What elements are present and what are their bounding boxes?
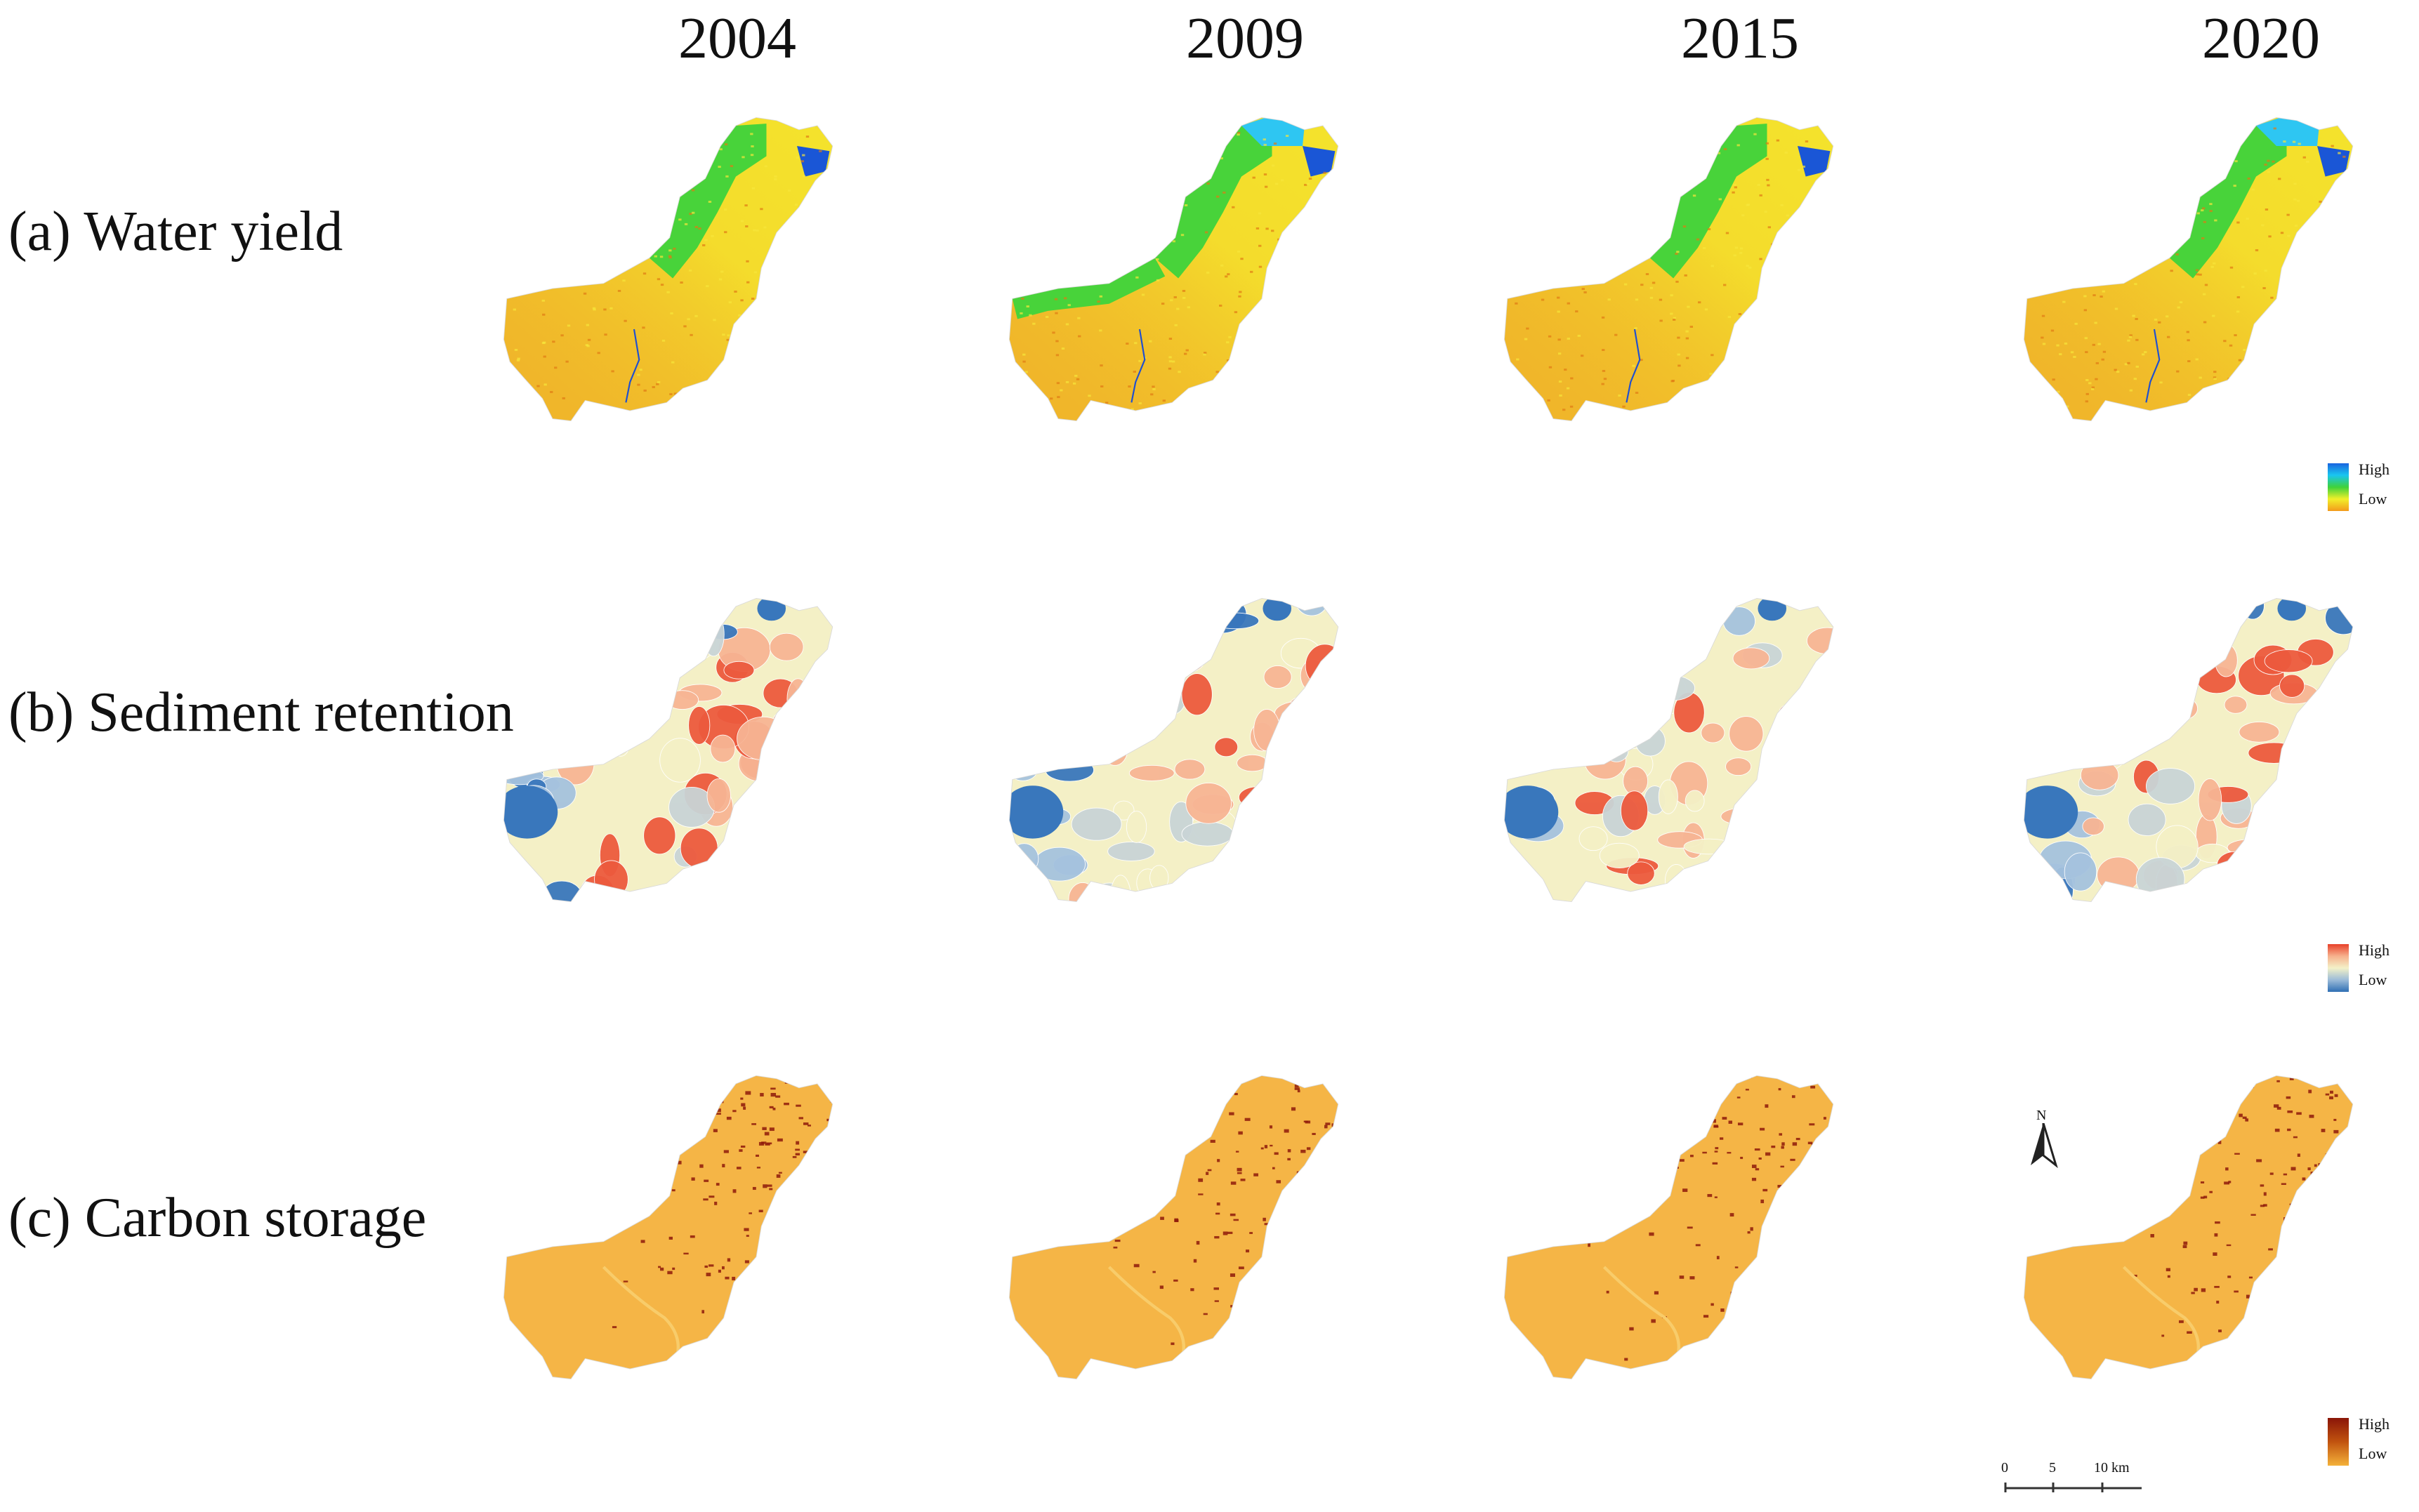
map-carbon-storage-2015 <box>1503 1075 1834 1379</box>
legend-low-label: Low <box>2359 1445 2387 1462</box>
year-header-2020: 2020 <box>2202 6 2320 71</box>
legend-high-label: High <box>2359 941 2390 959</box>
legend-low-label: Low <box>2359 971 2387 988</box>
legend-high-label: High <box>2359 460 2390 478</box>
legend-low-label: Low <box>2359 490 2387 508</box>
scale-tick-5: 5 <box>2049 1460 2056 1475</box>
legend-high-label: High <box>2359 1415 2390 1433</box>
map-carbon-storage-2020 <box>2023 1075 2354 1379</box>
row-label-sediment-retention: (b) Sediment retention <box>8 682 514 743</box>
scale-bar-line <box>2004 1483 2142 1492</box>
map-sediment-retention-2020 <box>2023 597 2354 902</box>
north-arrow-icon <box>2031 1123 2058 1169</box>
legend-bar-sediment-retention <box>2328 944 2349 992</box>
year-header-2015: 2015 <box>1681 6 1799 71</box>
map-sediment-retention-2009 <box>1008 597 1339 902</box>
legend-bar-water-yield <box>2328 463 2349 511</box>
map-carbon-storage-2004 <box>503 1075 833 1379</box>
map-water-yield-2004 <box>503 117 833 421</box>
map-water-yield-2015 <box>1503 117 1834 421</box>
year-header-2009: 2009 <box>1186 6 1304 71</box>
scale-bar: 0 5 10 km <box>2001 1460 2170 1509</box>
row-label-water-yield: (a) Water yield <box>8 201 343 263</box>
scale-tick-0: 0 <box>2001 1460 2008 1475</box>
year-header-2004: 2004 <box>678 6 796 71</box>
scale-tick-10: 10 km <box>2094 1460 2130 1475</box>
row-label-carbon-storage: (c) Carbon storage <box>8 1187 427 1249</box>
legend-carbon-storage: High Low <box>2328 1415 2419 1467</box>
map-sediment-retention-2015 <box>1503 597 1834 902</box>
map-water-yield-2009 <box>1008 117 1339 421</box>
map-sediment-retention-2004 <box>503 597 833 902</box>
north-label: N <box>2036 1108 2047 1123</box>
north-arrow: N <box>2022 1108 2064 1178</box>
legend-bar-carbon-storage <box>2328 1418 2349 1466</box>
legend-water-yield: High Low <box>2328 460 2419 512</box>
legend-sediment-retention: High Low <box>2328 941 2419 993</box>
map-carbon-storage-2009 <box>1008 1075 1339 1379</box>
map-water-yield-2020 <box>2023 117 2354 421</box>
